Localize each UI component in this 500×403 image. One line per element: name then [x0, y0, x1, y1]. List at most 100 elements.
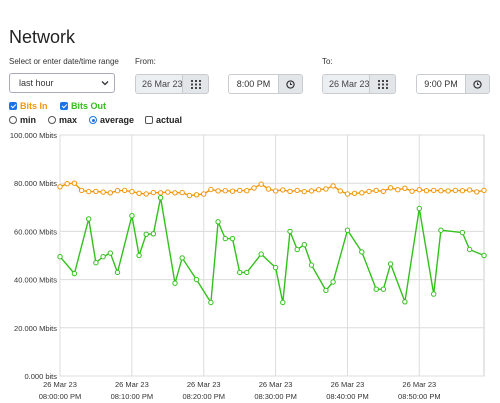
average-radio[interactable]: average [89, 115, 134, 125]
from-clock-button[interactable] [279, 74, 303, 94]
bits-in-data-point [251, 185, 257, 191]
bits-in-data-point [157, 190, 164, 196]
bits-in-data-point [222, 188, 229, 194]
bits-out-data-point [208, 299, 214, 306]
average-radio-dot[interactable] [89, 116, 97, 124]
bits-in-data-point [201, 191, 207, 197]
bits-in-data-point [136, 190, 142, 197]
to-clock-button[interactable] [466, 74, 490, 94]
to-time-input[interactable]: 9:00 PM [416, 74, 466, 94]
bits-out-data-point [359, 249, 365, 255]
bits-out-data-point [380, 286, 387, 292]
x-tick-date: 26 Mar 23 [259, 380, 293, 389]
bits-out-data-point [258, 251, 264, 257]
bits-in-data-point [150, 189, 157, 196]
x-tick-date: 26 Mar 23 [331, 380, 365, 389]
bits-out-check[interactable] [60, 102, 68, 110]
bits-in-data-point [294, 187, 300, 194]
bits-in-data-point [237, 187, 243, 194]
bits-in-data-point [179, 189, 185, 196]
bits-out-data-point [294, 246, 300, 253]
to-date-input[interactable]: 26 Mar 23 [322, 74, 370, 94]
bits-out-data-point [323, 287, 329, 294]
bits-out-data-point [416, 205, 422, 212]
bits-out-series-line [59, 197, 485, 305]
bits-out-data-point [244, 269, 250, 276]
bits-in-data-point [165, 189, 171, 195]
actual-checkbox[interactable]: actual [145, 115, 182, 125]
page-title: Network [9, 27, 76, 47]
bits-in-data-point [359, 190, 365, 196]
min-radio-dot[interactable] [9, 116, 17, 124]
bits-out-data-point [272, 264, 279, 271]
bits-in-data-point [380, 188, 387, 195]
min-radio[interactable]: min [9, 115, 36, 125]
bits-out-data-point [71, 270, 78, 277]
x-tick-time: 08:10:00 PM [111, 392, 154, 401]
bits-in-data-point [265, 186, 272, 192]
y-tick-label: 40.000 Mbits [14, 276, 57, 285]
bits-out-data-point [179, 255, 185, 261]
bits-in-data-point [445, 188, 451, 194]
bits-in-data-point [64, 181, 70, 187]
bits-in-data-point [114, 188, 121, 194]
bits-in-data-point [107, 190, 114, 196]
bits-out-data-point [301, 242, 307, 248]
max-radio-dot[interactable] [48, 116, 56, 124]
bits-in-label: Bits In [20, 101, 48, 111]
bits-out-data-point [280, 299, 286, 306]
bits-in-data-point [71, 180, 78, 186]
bits-in-checkbox[interactable]: Bits In [9, 101, 48, 111]
x-tick-time: 08:50:00 PM [398, 392, 441, 401]
bits-out-data-point [143, 231, 149, 238]
bits-in-data-point [409, 188, 415, 194]
bits-out-data-point [438, 227, 444, 233]
bits-in-data-point [287, 188, 293, 195]
bits-out-label: Bits Out [71, 101, 106, 111]
actual-label: actual [156, 115, 183, 125]
bits-in-data-point [438, 188, 444, 194]
plot-area [59, 134, 485, 377]
from-calendar-button[interactable] [183, 74, 209, 94]
y-tick-label: 20.000 Mbits [14, 324, 57, 333]
chevron-down-icon [101, 81, 109, 86]
bits-in-data-point [244, 188, 250, 194]
bits-in-data-point [186, 192, 193, 199]
bits-out-data-point [387, 261, 394, 267]
bits-in-data-point [129, 188, 135, 195]
bits-in-data-point [172, 190, 178, 196]
y-tick-label: 60.000 Mbits [14, 227, 57, 236]
bits-in-data-point [474, 189, 480, 195]
x-tick-time: 08:40:00 PM [326, 392, 369, 401]
actual-check[interactable] [145, 116, 153, 124]
bits-in-data-point [344, 191, 351, 197]
bits-out-checkbox[interactable]: Bits Out [60, 101, 106, 111]
from-date-input[interactable]: 26 Mar 23 [135, 74, 183, 94]
max-radio-label: max [59, 115, 78, 125]
bits-in-data-point [452, 187, 458, 194]
bits-out-data-point [287, 228, 293, 235]
max-radio[interactable]: max [48, 115, 77, 125]
bits-in-data-point [143, 191, 149, 197]
bits-in-data-point [193, 192, 200, 198]
range-select[interactable]: last hour [9, 73, 115, 93]
from-time-input[interactable]: 8:00 PM [228, 74, 279, 94]
bits-out-data-point [431, 291, 437, 297]
bits-in-data-point [387, 185, 394, 191]
bits-in-data-point [122, 187, 128, 194]
bits-in-check[interactable] [9, 102, 17, 110]
bits-in-data-point [351, 190, 358, 197]
bits-out-data-point [229, 235, 236, 242]
to-calendar-button[interactable] [370, 74, 396, 94]
bits-out-data-point [237, 269, 243, 276]
bits-out-data-point [466, 246, 473, 253]
calendar-icon [190, 79, 201, 89]
bits-out-data-point [373, 286, 379, 292]
bits-out-data-point [129, 213, 135, 219]
bits-in-data-point [308, 188, 315, 194]
bits-in-data-point [78, 187, 85, 194]
bits-out-data-point [330, 279, 336, 285]
bits-out-data-point [308, 262, 315, 268]
bits-in-data-point [431, 187, 437, 194]
bits-out-data-point [150, 231, 157, 237]
